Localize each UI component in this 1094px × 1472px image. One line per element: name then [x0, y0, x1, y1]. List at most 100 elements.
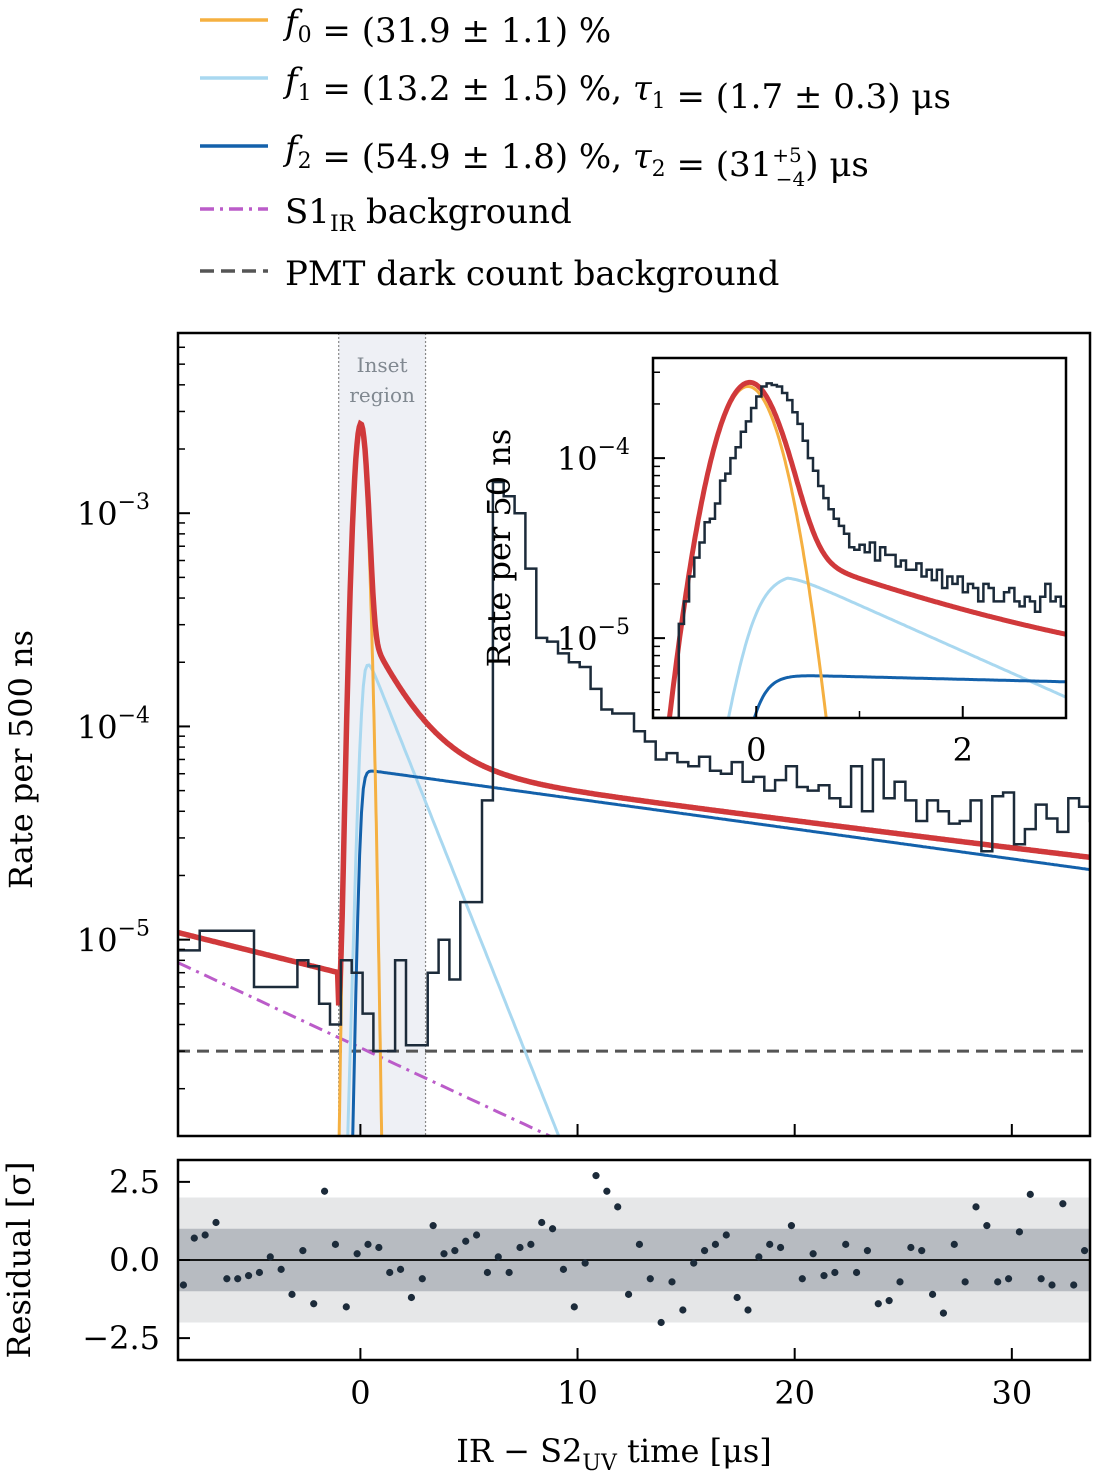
residual-ticks: 2.5 0.0 −2.5 0 10 20 30: [82, 1163, 1032, 1412]
residual-point: [896, 1278, 904, 1286]
residual-point: [842, 1240, 850, 1248]
residual-point: [288, 1290, 296, 1298]
residual-point: [809, 1250, 817, 1258]
inset-y-tick-label: 10−4: [557, 435, 630, 478]
residual-point: [592, 1172, 600, 1180]
inset-data-histogram: [653, 382, 1066, 718]
residual-point: [581, 1259, 589, 1267]
legend-entry: f1 = (13.2 ± 1.5) %, τ1 = (1.7 ± 0.3) μs: [200, 61, 951, 117]
residual-point: [570, 1303, 578, 1311]
residual-point: [505, 1268, 513, 1277]
inset-x-tick-label: 2: [953, 731, 973, 769]
residual-point: [494, 1253, 502, 1261]
text-part: 10: [77, 495, 118, 533]
residual-point: [342, 1303, 350, 1311]
inset-total-fit: [666, 379, 1066, 718]
text-part: background: [355, 192, 572, 232]
text-part: ) μs: [805, 145, 869, 185]
residual-x-tick-label: 20: [774, 1374, 815, 1412]
text-part: 1: [652, 89, 666, 114]
residual-point: [1037, 1275, 1045, 1283]
residual-point: [755, 1253, 763, 1261]
residual-point: [331, 1240, 340, 1248]
residual-point: [983, 1222, 991, 1230]
residual-point: [538, 1218, 546, 1227]
legend-label: f0 = (31.9 ± 1.1) %: [282, 3, 611, 51]
residual-point: [320, 1187, 329, 1195]
residual-point: [429, 1222, 437, 1230]
text-part: 10: [77, 708, 118, 746]
inset-y-tick-label: 10−5: [557, 615, 630, 658]
residual-point: [907, 1243, 915, 1252]
residual-plot-frame: [176, 1158, 1092, 1362]
residual-point: [212, 1218, 220, 1227]
main-ticks: 10−510−410−3: [77, 332, 1013, 1136]
residual-y-tick-label: 0.0: [109, 1241, 160, 1279]
residual-point: [244, 1272, 253, 1280]
text-part: = (13.2 ± 1.5) %,: [312, 69, 622, 109]
residual-y-tick-label: 2.5: [109, 1163, 160, 1201]
text-part: 2: [652, 157, 666, 182]
residual-point: [1004, 1275, 1013, 1283]
text-part: [622, 69, 633, 109]
text-part: IR − S2: [456, 1432, 582, 1470]
text-part: UV: [582, 1451, 618, 1472]
main-y-axis-label: Rate per 500 ns: [2, 630, 40, 889]
residual-point: [961, 1278, 969, 1286]
text-part: = (54.9 ± 1.8) %,: [312, 137, 622, 177]
residual-point: [624, 1290, 633, 1298]
s1-background-line: [178, 961, 554, 1136]
residual-point: [711, 1240, 720, 1248]
residual-point: [1026, 1190, 1034, 1198]
residual-point: [472, 1231, 481, 1239]
residual-point: [820, 1272, 828, 1280]
residual-plot: 2.5 0.0 −2.5 0 10 20 30 Residual [σ] IR − S2UV…: [0, 1158, 1092, 1472]
inset-region-label: region: [349, 383, 415, 407]
residual-point: [1059, 1200, 1067, 1208]
residual-point: [234, 1275, 242, 1283]
legend-entry: f2 = (54.9 ± 1.8) %, τ2 = (31+5 −4) μs: [200, 129, 869, 191]
text-part: −4: [118, 703, 150, 728]
text-part: 10: [557, 440, 598, 478]
residual-point: [386, 1268, 394, 1277]
residual-point: [516, 1243, 524, 1252]
residual-point: [885, 1297, 893, 1305]
legend: f0 = (31.9 ± 1.1) % f1 = (13.2 ± 1.5) %, …: [200, 3, 951, 294]
inset-region-label: Inset: [357, 353, 408, 377]
inset-ticks: 10−510−40 2: [557, 371, 1067, 769]
legend-label: f2 = (54.9 ± 1.8) %, τ2 = (31+5 −4) μs: [282, 129, 869, 191]
residual-y-tick-label: −2.5: [82, 1319, 160, 1357]
y-tick-label: 10−3: [77, 490, 150, 533]
residual-point: [733, 1293, 741, 1302]
text-part: 10: [77, 922, 118, 960]
inset-curves: [653, 379, 1066, 718]
text-part: +5: [772, 143, 801, 167]
residual-point: [972, 1203, 980, 1211]
residual-point: [798, 1275, 806, 1283]
residual-point: [722, 1231, 730, 1239]
residual-point: [407, 1293, 416, 1302]
residual-x-tick-label: 0: [350, 1374, 370, 1412]
f2-component-curve: [351, 769, 1090, 1136]
residual-point: [928, 1290, 937, 1298]
text-part: = (1.7 ± 0.3) μs: [666, 77, 951, 117]
residual-point: [201, 1231, 209, 1239]
text-part: = (31.9 ± 1.1) %: [312, 11, 612, 51]
residual-point: [668, 1278, 676, 1286]
text-part: τ: [633, 137, 653, 177]
text-part: −4: [598, 435, 630, 460]
residual-point: [223, 1275, 231, 1283]
residual-x-tick-label: 30: [991, 1374, 1032, 1412]
residual-point: [646, 1275, 654, 1283]
legend-entry: f0 = (31.9 ± 1.1) %: [200, 3, 611, 51]
text-part: −3: [118, 490, 150, 515]
inset-background: [653, 358, 1066, 718]
text-part: 2: [298, 149, 312, 174]
residual-point: [1080, 1247, 1089, 1255]
residual-point: [353, 1250, 361, 1258]
residual-point: [375, 1243, 383, 1252]
residual-point: [939, 1309, 948, 1317]
residual-point: [918, 1247, 926, 1255]
residual-point: [483, 1268, 492, 1277]
